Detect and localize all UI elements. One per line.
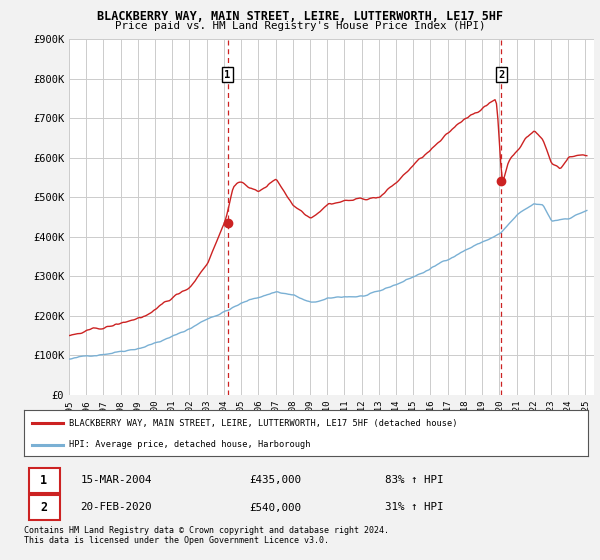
Text: Contains HM Land Registry data © Crown copyright and database right 2024.: Contains HM Land Registry data © Crown c… bbox=[24, 526, 389, 535]
Bar bbox=[29, 495, 59, 520]
Text: BLACKBERRY WAY, MAIN STREET, LEIRE, LUTTERWORTH, LE17 5HF: BLACKBERRY WAY, MAIN STREET, LEIRE, LUTT… bbox=[97, 10, 503, 23]
Text: 15-MAR-2004: 15-MAR-2004 bbox=[80, 475, 152, 486]
Text: £540,000: £540,000 bbox=[250, 502, 302, 512]
Text: 83% ↑ HPI: 83% ↑ HPI bbox=[385, 475, 443, 486]
Text: 2: 2 bbox=[40, 501, 47, 514]
Text: Price paid vs. HM Land Registry's House Price Index (HPI): Price paid vs. HM Land Registry's House … bbox=[115, 21, 485, 31]
Text: This data is licensed under the Open Government Licence v3.0.: This data is licensed under the Open Gov… bbox=[24, 536, 329, 545]
Text: 1: 1 bbox=[224, 70, 230, 80]
Text: BLACKBERRY WAY, MAIN STREET, LEIRE, LUTTERWORTH, LE17 5HF (detached house): BLACKBERRY WAY, MAIN STREET, LEIRE, LUTT… bbox=[69, 419, 458, 428]
Text: HPI: Average price, detached house, Harborough: HPI: Average price, detached house, Harb… bbox=[69, 440, 311, 450]
Text: 2: 2 bbox=[498, 70, 505, 80]
Text: 31% ↑ HPI: 31% ↑ HPI bbox=[385, 502, 443, 512]
Text: 1: 1 bbox=[40, 474, 47, 487]
Bar bbox=[29, 468, 59, 493]
Text: £435,000: £435,000 bbox=[250, 475, 302, 486]
Text: 20-FEB-2020: 20-FEB-2020 bbox=[80, 502, 152, 512]
